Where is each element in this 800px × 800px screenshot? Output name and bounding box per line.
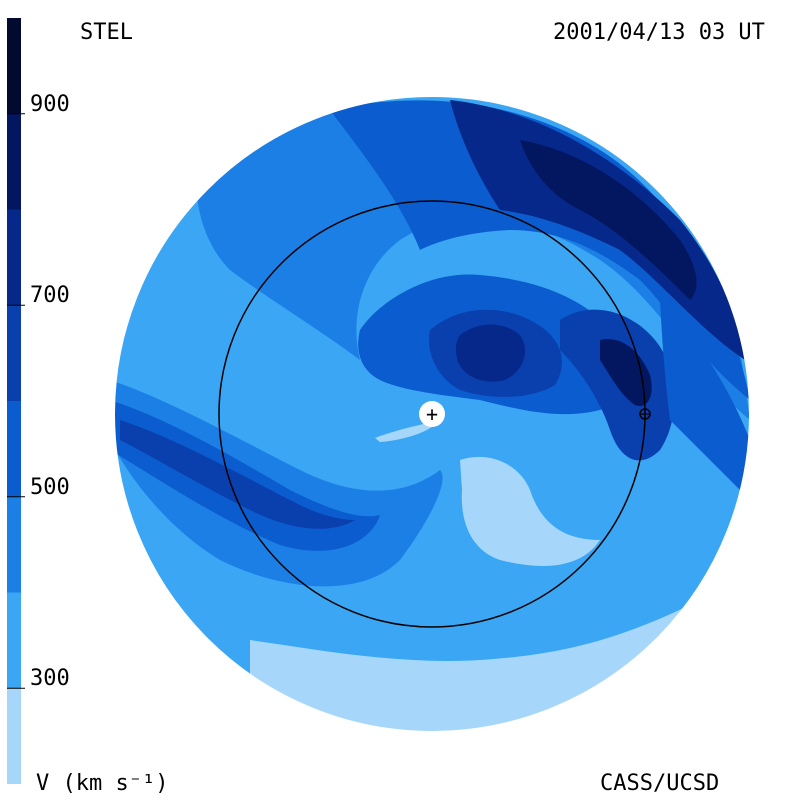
region-east-rim xyxy=(660,300,750,500)
colorbar-band-7 xyxy=(7,18,21,114)
colorbar-band-2 xyxy=(7,496,21,593)
colorbar-tick-label-900: 900 xyxy=(30,91,70,117)
region-upper-core xyxy=(330,100,750,401)
colorbar-band-4 xyxy=(7,305,21,401)
credit-label: CASS/UCSD xyxy=(600,771,720,796)
sun-marker: + xyxy=(419,401,445,427)
colorbar-band-5 xyxy=(7,209,21,306)
colorbar-band-0 xyxy=(7,688,21,784)
colorbar-band-3 xyxy=(7,401,21,497)
region-upper-darkest xyxy=(520,140,697,300)
region-sun-streak xyxy=(375,420,440,442)
region-southwest-darkest xyxy=(120,420,355,529)
region-south-slow xyxy=(460,456,600,566)
timestamp-label: 2001/04/13 03 UT xyxy=(553,20,765,45)
colorbar xyxy=(7,18,25,784)
region-slow-west xyxy=(120,236,369,440)
colorbar-unit-label: V (km s⁻¹) xyxy=(36,771,169,796)
colorbar-band-6 xyxy=(7,113,21,210)
earth-marker xyxy=(639,408,651,420)
region-upper-dark xyxy=(450,100,745,360)
colorbar-tick-label-700: 700 xyxy=(30,283,70,309)
colorbar-tick-label-300: 300 xyxy=(30,666,70,692)
disc-outline xyxy=(113,95,751,733)
colorbar-tick-label-500: 500 xyxy=(30,474,70,500)
sun-disc xyxy=(419,401,445,427)
sun-symbol: + xyxy=(426,402,438,426)
region-east-dark xyxy=(600,339,652,406)
region-central-darkest xyxy=(455,324,525,382)
colorbar-band-1 xyxy=(7,592,21,689)
source-label: STEL xyxy=(80,20,133,45)
